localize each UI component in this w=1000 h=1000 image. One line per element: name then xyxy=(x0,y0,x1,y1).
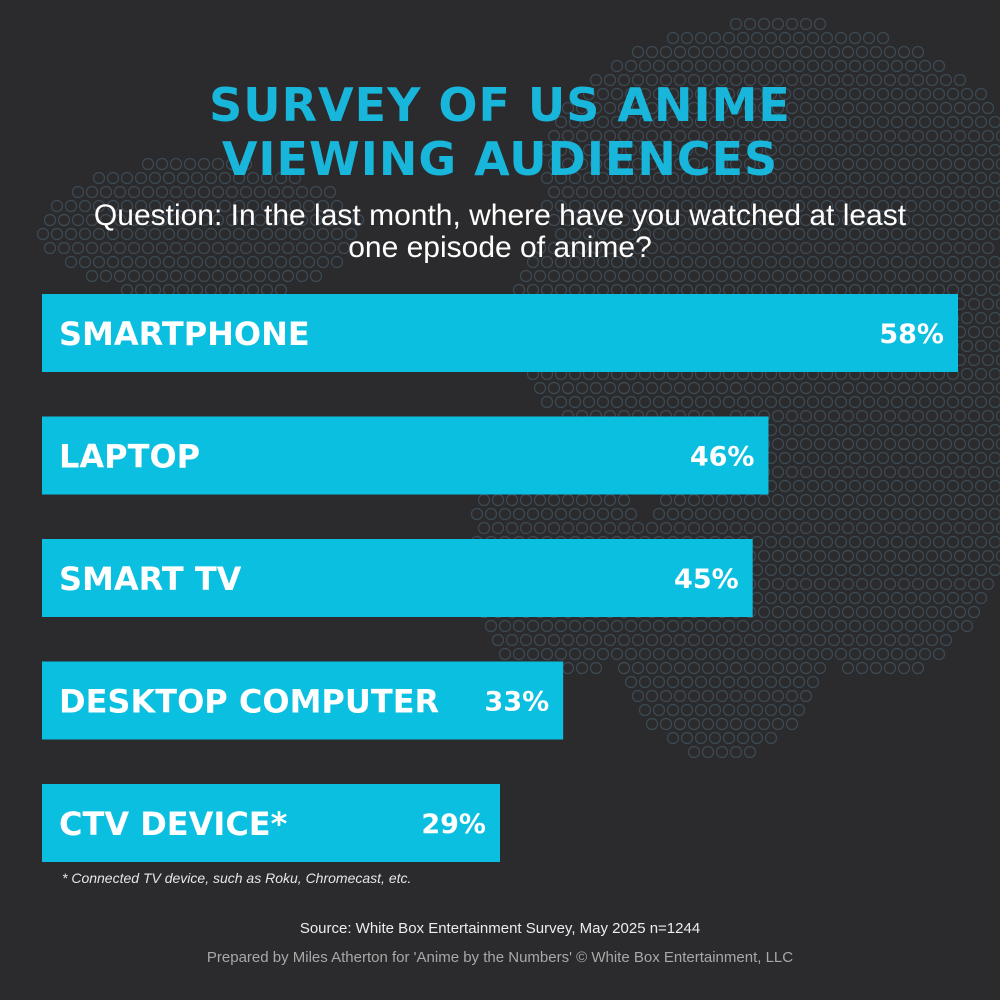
bar xyxy=(42,416,769,495)
chart-title: SURVEY OF US ANIME VIEWING AUDIENCES xyxy=(0,78,1000,186)
bar-group: DESKTOP COMPUTER 33% xyxy=(42,661,564,740)
bar xyxy=(42,784,500,862)
source-line: Source: White Box Entertainment Survey, … xyxy=(299,920,701,937)
bar-value-label: 58% xyxy=(879,319,944,350)
bar-category-label: SMARTPHONE xyxy=(59,315,310,353)
title-line-2: VIEWING AUDIENCES xyxy=(221,132,779,186)
bar-category-label: CTV DEVICE* xyxy=(59,805,288,843)
bar-group: LAPTOP 46% xyxy=(42,416,769,495)
bar-category-label: DESKTOP COMPUTER xyxy=(59,683,439,721)
bar-value-label: 45% xyxy=(674,564,739,595)
bar-value-label: 46% xyxy=(690,442,755,473)
credit-line: Prepared by Miles Atherton for 'Anime by… xyxy=(206,949,794,966)
bar-group: SMART TV 45% xyxy=(42,539,753,617)
bar-category-label: SMART TV xyxy=(59,560,242,598)
bar-category-label: LAPTOP xyxy=(59,438,200,476)
bar xyxy=(42,294,958,372)
title-line-1: SURVEY OF US ANIME xyxy=(209,78,791,132)
footnote: * Connected TV device, such as Roku, Chr… xyxy=(62,870,412,886)
bar-group: SMARTPHONE 58% xyxy=(42,294,958,372)
bar xyxy=(42,661,564,740)
survey-question: Question: In the last month, where have … xyxy=(93,199,907,264)
bar-group: CTV DEVICE* 29% xyxy=(42,784,500,862)
bar-value-label: 33% xyxy=(485,687,550,718)
bar-value-label: 29% xyxy=(421,809,486,840)
bar xyxy=(42,539,753,617)
